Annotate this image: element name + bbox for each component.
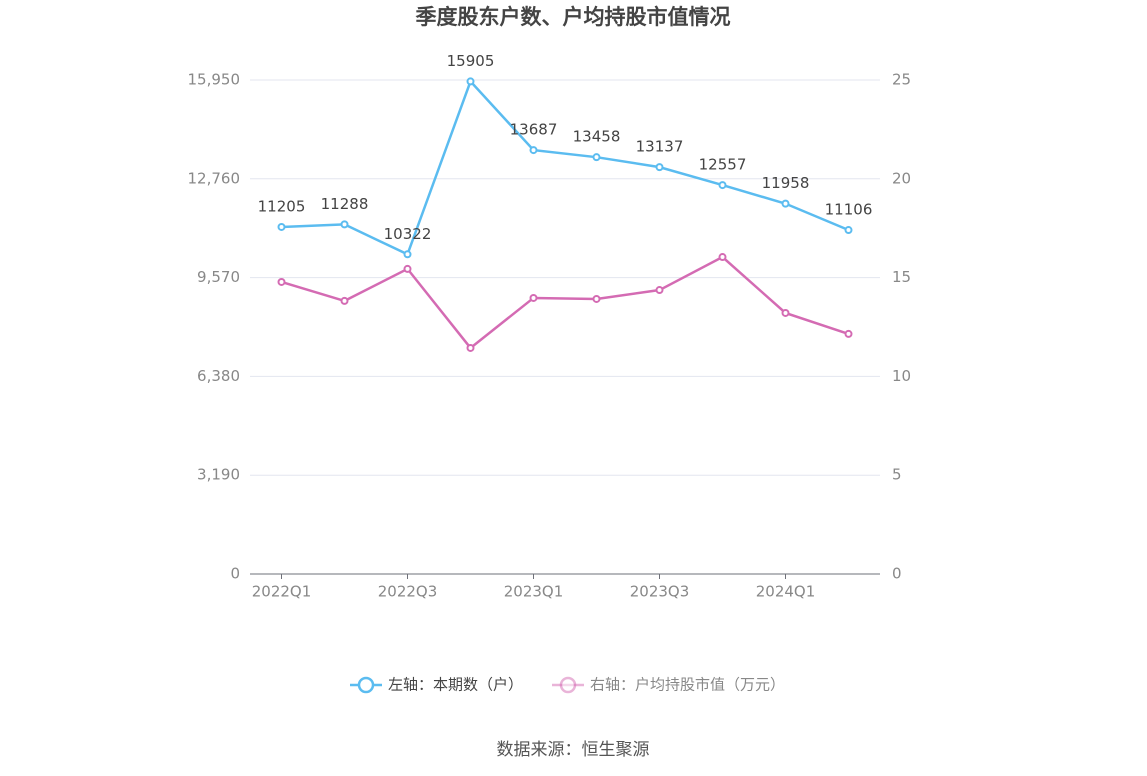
- source-note: 数据来源：恒生聚源: [497, 740, 650, 760]
- y2-tick-label: 5: [892, 466, 902, 484]
- point: [403, 264, 412, 273]
- y-tick-label: 3,190: [197, 466, 240, 484]
- y-tick-label: 9,570: [197, 268, 240, 286]
- x-tick-label: 2022Q1: [252, 583, 312, 601]
- point: [529, 146, 538, 155]
- y2-tick-label: 10: [892, 367, 911, 385]
- point: [655, 163, 664, 172]
- legend-label: 右轴：户均持股市值（万元）: [590, 676, 785, 694]
- x-tick-label: 2022Q3: [378, 583, 438, 601]
- y-tick-label: 12,760: [188, 169, 241, 187]
- value-label: 11106: [825, 201, 873, 219]
- point: [844, 329, 853, 338]
- chart-title: 季度股东户数、户均持股市值情况: [416, 5, 731, 29]
- x-tick-label: 2024Q1: [756, 583, 816, 601]
- series-line: [281, 255, 849, 350]
- point: [655, 286, 664, 295]
- x-tick-label: 2023Q1: [504, 583, 564, 601]
- point: [277, 277, 286, 286]
- point: [718, 181, 727, 190]
- point: [277, 222, 286, 231]
- value-label: 15905: [447, 52, 495, 70]
- point: [466, 343, 475, 352]
- point: [718, 253, 727, 262]
- point: [529, 293, 538, 302]
- y-tick-label: 6,380: [197, 367, 240, 385]
- value-label: 13137: [636, 138, 684, 156]
- point: [466, 77, 475, 86]
- point: [403, 250, 412, 259]
- point: [592, 153, 601, 162]
- y2-tick-label: 15: [892, 268, 911, 286]
- point: [340, 296, 349, 305]
- legend-marker: [559, 676, 577, 694]
- value-label: 11288: [321, 195, 369, 213]
- value-label: 13458: [573, 128, 621, 146]
- x-tick-label: 2023Q3: [630, 583, 690, 601]
- y2-tick-label: 25: [892, 71, 911, 89]
- y-tick-label: 15,950: [188, 71, 241, 89]
- point: [592, 294, 601, 303]
- point: [340, 220, 349, 229]
- y2-tick-label: 0: [892, 565, 902, 583]
- series-line: [281, 79, 849, 257]
- value-label: 12557: [699, 156, 747, 174]
- point: [844, 226, 853, 235]
- value-label: 10322: [384, 225, 432, 243]
- point: [781, 308, 790, 317]
- value-label: 11205: [258, 197, 306, 215]
- point: [781, 199, 790, 208]
- legend-marker: [357, 676, 375, 694]
- value-label: 13687: [510, 121, 558, 139]
- value-label: 11958: [762, 174, 810, 192]
- legend-label: 左轴：本期数（户）: [388, 676, 523, 694]
- y-tick-label: 0: [230, 565, 240, 583]
- y2-tick-label: 20: [892, 169, 911, 187]
